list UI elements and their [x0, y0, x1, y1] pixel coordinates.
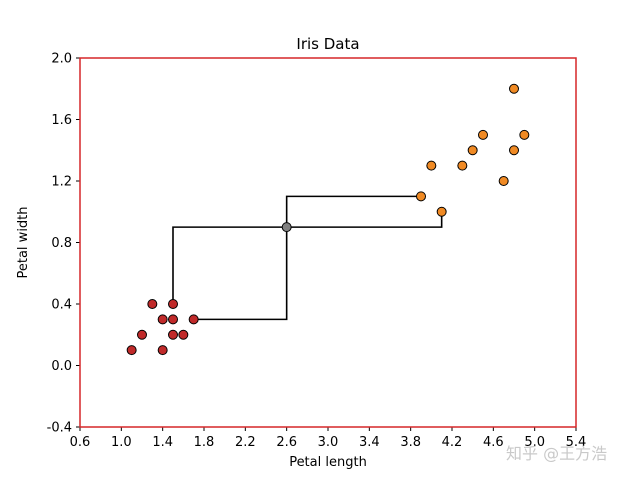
y-axis-label: Petal width [16, 206, 31, 278]
data-point-series-1 [467, 145, 478, 156]
data-point-series-0 [168, 299, 178, 309]
x-axis-ticks: 0.6 1.0 1.4 1.8 2.2 2.6 3.0 3.4 3.8 4.2 4.6 5.0 5.4 [70, 427, 587, 450]
data-point-series-1 [416, 191, 426, 202]
data-point-series-1 [519, 129, 530, 140]
x-tick-label: 1.4 [152, 435, 173, 450]
data-point-series-1 [426, 160, 437, 171]
x-tick-label: 3.0 [318, 435, 339, 450]
x-tick-label: 1.0 [111, 435, 132, 450]
x-tick-label: 5.0 [524, 435, 545, 450]
tree-branch-right-upper [285, 195, 421, 228]
x-tick-label: 3.4 [359, 435, 380, 450]
data-points [126, 83, 530, 356]
data-point-series-0 [168, 314, 178, 325]
chart-title: Iris Data [296, 35, 359, 53]
watermark: 知乎 @王方浩 [506, 444, 608, 463]
y-tick-label: 1.6 [51, 113, 72, 128]
y-tick-label: 2.0 [51, 52, 72, 67]
x-tick-label: 4.6 [483, 435, 504, 450]
y-tick-label: 1.2 [51, 175, 72, 190]
x-tick-label: 1.8 [194, 435, 215, 450]
y-tick-label: 0.0 [51, 359, 72, 374]
data-point-series-0 [126, 345, 137, 356]
data-point-series-0 [188, 314, 199, 325]
data-point-series-0 [157, 314, 168, 325]
data-point-series-1 [478, 129, 488, 140]
data-point-series-1 [457, 160, 468, 171]
tree-branch-left-lower [193, 227, 288, 321]
data-point-series-0 [157, 345, 168, 356]
y-tick-label: 0.8 [51, 236, 72, 251]
x-tick-label: 2.2 [235, 435, 256, 450]
data-point-series-0 [168, 329, 178, 340]
plot-frame [79, 57, 577, 428]
data-point-series-1 [509, 83, 519, 94]
data-point-series-2 [281, 222, 292, 233]
y-tick-label: -0.4 [47, 421, 72, 436]
tree-connector-lines [172, 195, 443, 321]
tree-branch-left [172, 226, 287, 304]
data-point-series-1 [436, 206, 447, 217]
data-point-series-0 [137, 329, 147, 340]
x-tick-label: 3.8 [400, 435, 421, 450]
y-axis-ticks: -0.4 0.0 0.4 0.8 1.2 1.6 2.0 [47, 52, 80, 436]
y-tick-label: 0.4 [51, 298, 72, 313]
tree-branch-right [286, 211, 443, 228]
data-point-series-1 [498, 176, 509, 186]
x-tick-label: 4.2 [442, 435, 463, 450]
data-point-series-0 [147, 299, 158, 309]
x-tick-label: 5.4 [566, 435, 587, 450]
data-point-series-0 [178, 329, 189, 340]
x-tick-label: 2.6 [276, 435, 297, 450]
x-tick-label: 0.6 [70, 435, 91, 450]
data-point-series-1 [509, 145, 519, 156]
x-axis-label: Petal length [289, 455, 367, 470]
